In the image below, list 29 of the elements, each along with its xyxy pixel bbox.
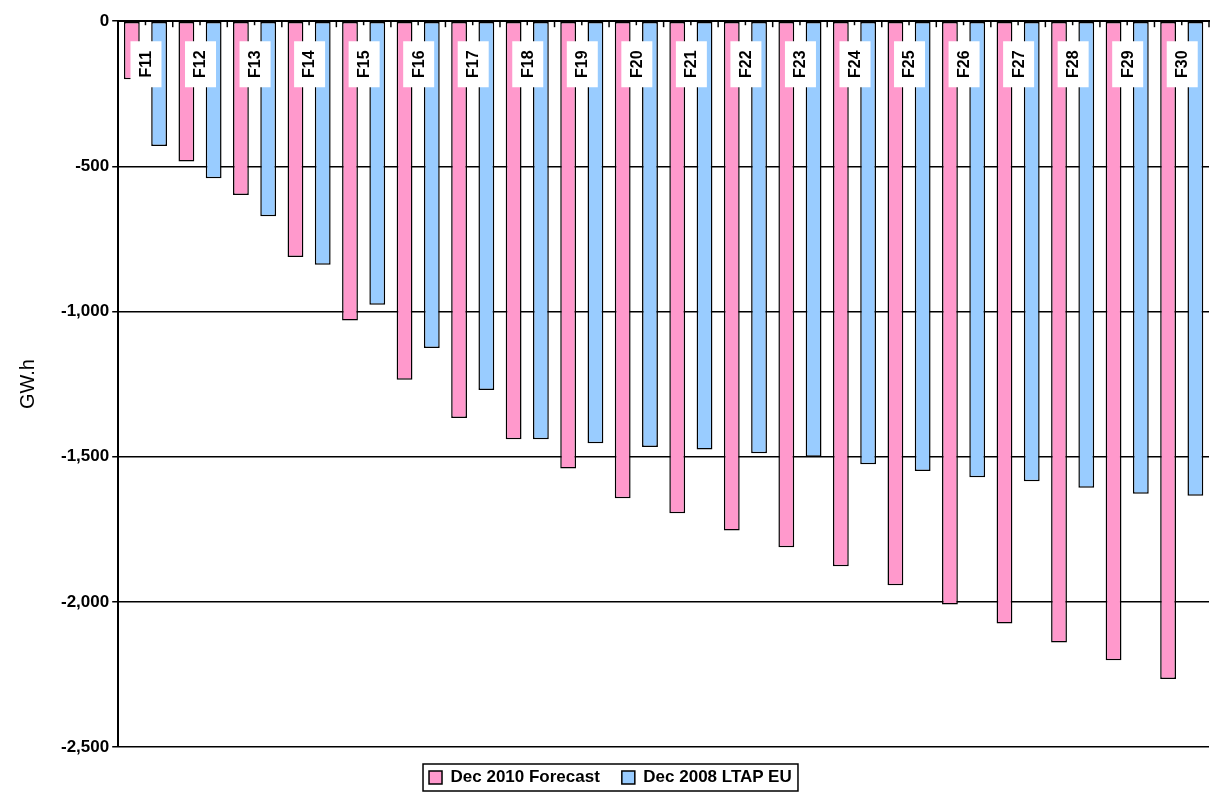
x-tick-label: F20	[627, 50, 645, 78]
x-tick-label: F19	[573, 50, 591, 78]
legend-label: Dec 2008 LTAP EU	[643, 767, 792, 787]
x-tick-label: F28	[1064, 50, 1082, 78]
x-tick-label: F22	[736, 50, 754, 78]
y-tick-label: -2,000	[61, 591, 110, 611]
x-tick-label: F16	[409, 50, 427, 78]
x-tick-label: F25	[900, 50, 918, 78]
x-tick-label: F17	[464, 50, 482, 78]
x-tick-label: F27	[1009, 50, 1027, 78]
x-tick-label: F21	[682, 50, 700, 78]
x-tick-label: F12	[191, 50, 209, 78]
y-tick-label: -1,500	[61, 446, 110, 466]
x-tick-label: F15	[355, 50, 373, 78]
x-tick-label: F26	[954, 50, 972, 78]
x-tick-label: F30	[1173, 50, 1191, 78]
legend-label: Dec 2010 Forecast	[450, 767, 601, 787]
y-axis-title: GW.h	[15, 359, 38, 410]
x-tick-label: F11	[136, 50, 154, 78]
y-tick-label: 0	[99, 10, 110, 30]
y-tick-label: -1,000	[61, 301, 110, 321]
x-tick-label: F29	[1118, 50, 1136, 78]
y-tick-label: -2,500	[61, 736, 110, 756]
x-tick-label: F13	[245, 50, 263, 78]
x-tick-label: F24	[845, 50, 863, 78]
x-tick-label: F18	[518, 50, 536, 78]
y-tick-label: -500	[75, 156, 110, 176]
x-tick-label: F14	[300, 50, 318, 78]
x-tick-label: F23	[791, 50, 809, 78]
